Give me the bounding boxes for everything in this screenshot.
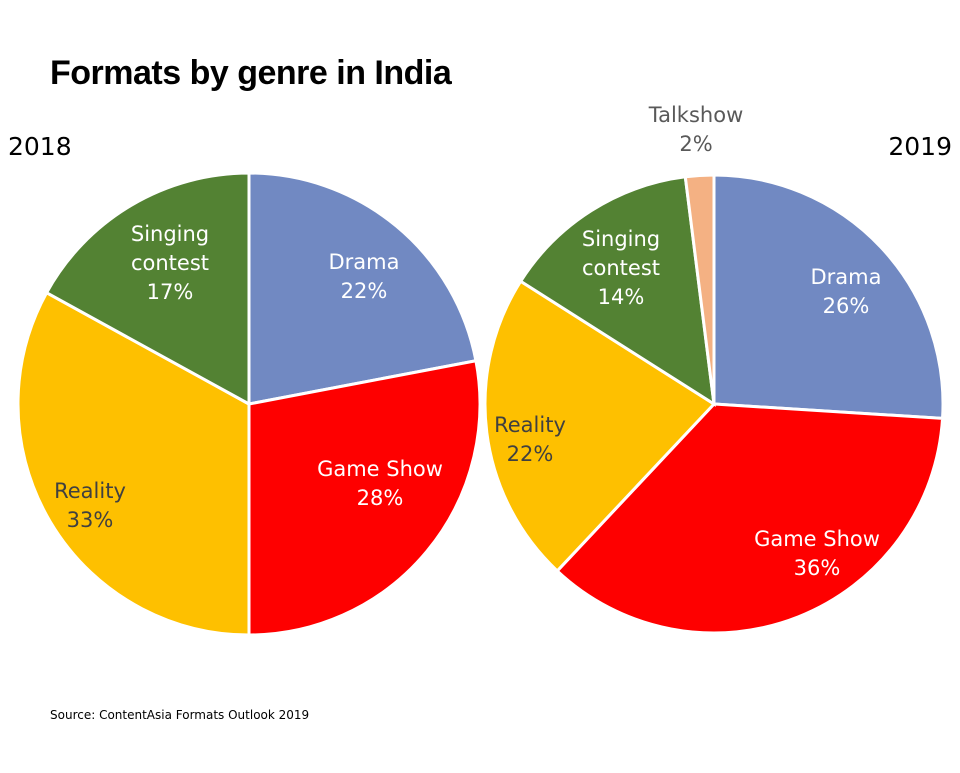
- page-title: Formats by genre in India: [50, 54, 452, 92]
- pie-2018-slice-reality: [16, 290, 251, 637]
- pie-2019-slice-talkshow: [683, 173, 716, 405]
- pie-2019-slice-drama: [712, 173, 945, 420]
- pie-2018-label-game-show: Game Show 28%: [317, 457, 443, 510]
- pie-2019-label-reality: Reality 22%: [494, 413, 566, 466]
- pie-2019-slice-singing-contest: [518, 175, 716, 407]
- pie-2018-label-reality: Reality 33%: [54, 479, 126, 532]
- pie-2018-label-drama: Drama 22%: [329, 250, 400, 303]
- source-note: Source: ContentAsia Formats Outlook 2019: [50, 708, 310, 722]
- pie-2019-slice-reality: [483, 279, 717, 574]
- pie-2018-label-singing-contest: Singing contest 17%: [131, 222, 209, 304]
- pie-2019-label-talkshow: Talkshow 2%: [648, 103, 744, 156]
- pie-2019-label-game-show: Game Show 36%: [754, 527, 880, 580]
- pie-2019-label-singing-contest: Singing contest 14%: [582, 227, 660, 309]
- pie-2018-slice-game-show: [247, 358, 482, 637]
- pie-2019-slice-game-show: [555, 402, 945, 635]
- pie-2018-slice-singing-contest: [44, 171, 251, 407]
- pie-2019-label-drama: Drama 26%: [811, 265, 882, 318]
- pie-title-2018: 2018: [8, 132, 72, 161]
- pie-2018-slice-drama: [247, 171, 478, 406]
- pie-title-2019: 2019: [888, 132, 952, 161]
